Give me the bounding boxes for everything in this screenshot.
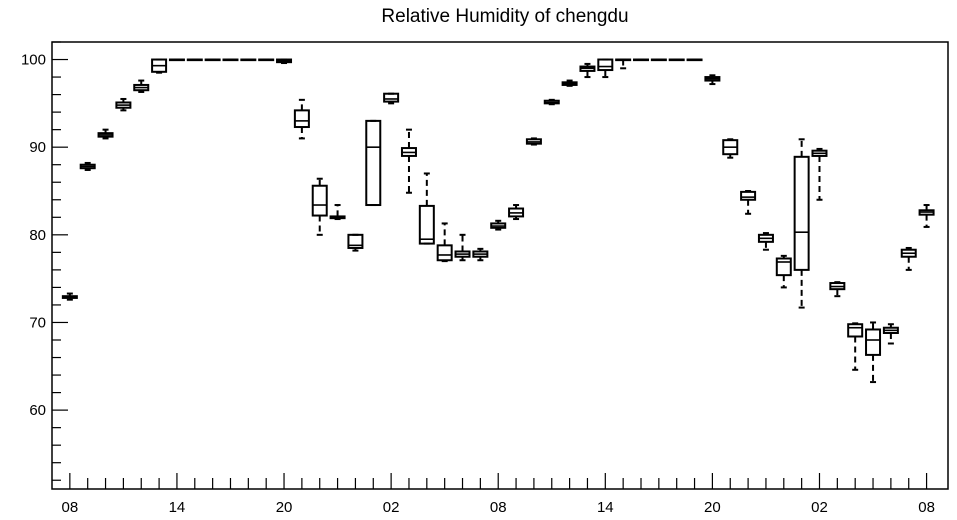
box-series — [61, 58, 935, 384]
box-iqr — [293, 109, 310, 129]
y-tick-label: 80 — [29, 227, 46, 244]
box-29 — [579, 62, 596, 79]
box-3 — [115, 97, 132, 112]
box-iqr — [793, 155, 810, 271]
box-22 — [454, 233, 471, 262]
box-34 — [668, 58, 685, 62]
box-43 — [829, 281, 846, 298]
box-iqr — [436, 244, 453, 262]
box-41 — [793, 138, 810, 309]
box-28 — [561, 79, 578, 87]
box-4 — [133, 79, 150, 93]
box-13 — [293, 98, 310, 140]
box-iqr — [597, 58, 614, 72]
box-iqr — [383, 92, 400, 103]
box-40 — [775, 254, 792, 289]
y-axis: 60 70 80 90 100 — [21, 41, 68, 481]
box-iqr — [865, 328, 882, 356]
box-14 — [311, 177, 328, 236]
box-27 — [543, 98, 560, 106]
box-42 — [811, 147, 828, 201]
box-19 — [400, 128, 417, 194]
box-18 — [383, 92, 400, 105]
box-20 — [418, 172, 435, 245]
box-30 — [597, 58, 614, 79]
y-tick-label: 90 — [29, 139, 46, 156]
box-21 — [436, 222, 453, 263]
box-48 — [918, 204, 935, 228]
box-36 — [704, 74, 721, 86]
box-9 — [222, 58, 239, 62]
y-tick-label: 70 — [29, 314, 46, 331]
box-15 — [329, 204, 346, 221]
box-iqr — [847, 323, 864, 338]
box-iqr — [740, 190, 757, 201]
box-23 — [472, 247, 489, 262]
box-5 — [151, 58, 168, 74]
box-35 — [686, 58, 703, 62]
box-iqr — [347, 233, 364, 249]
box-24 — [490, 219, 507, 231]
box-iqr — [311, 184, 328, 217]
x-tick-label: 20 — [276, 499, 293, 516]
x-tick-label: 20 — [704, 499, 721, 516]
box-6 — [168, 58, 185, 62]
x-tick-label: 08 — [490, 499, 507, 516]
x-tick-label: 08 — [918, 499, 935, 516]
box-7 — [186, 58, 203, 62]
box-1 — [79, 161, 96, 171]
box-iqr — [418, 204, 435, 245]
box-11 — [258, 58, 275, 62]
x-tick-label: 14 — [597, 499, 614, 516]
box-iqr — [365, 119, 382, 207]
box-39 — [757, 232, 774, 251]
box-2 — [97, 128, 114, 140]
box-37 — [722, 138, 739, 159]
box-8 — [204, 58, 221, 62]
box-44 — [847, 322, 864, 371]
x-tick-label: 08 — [62, 499, 79, 516]
box-47 — [900, 246, 917, 271]
y-tick-label: 60 — [29, 402, 46, 419]
box-26 — [525, 137, 542, 146]
box-10 — [240, 58, 257, 62]
box-46 — [882, 323, 899, 345]
box-17 — [365, 119, 382, 207]
box-12 — [276, 58, 293, 65]
x-tick-label: 14 — [169, 499, 186, 516]
x-axis: 08 14 20 02 08 14 20 02 08 — [62, 473, 935, 516]
box-iqr — [775, 257, 792, 277]
box-45 — [865, 321, 882, 384]
plot-frame — [51, 41, 949, 490]
x-tick-label: 02 — [383, 499, 400, 516]
chart-title: Relative Humidity of chengdu — [381, 6, 628, 27]
box-25 — [508, 204, 525, 221]
box-16 — [347, 233, 364, 252]
box-31 — [615, 58, 632, 70]
box-0 — [61, 292, 78, 301]
x-tick-label: 02 — [811, 499, 828, 516]
y-tick-label: 100 — [21, 52, 46, 69]
box-33 — [650, 58, 667, 62]
box-38 — [740, 190, 757, 215]
box-32 — [633, 58, 650, 62]
